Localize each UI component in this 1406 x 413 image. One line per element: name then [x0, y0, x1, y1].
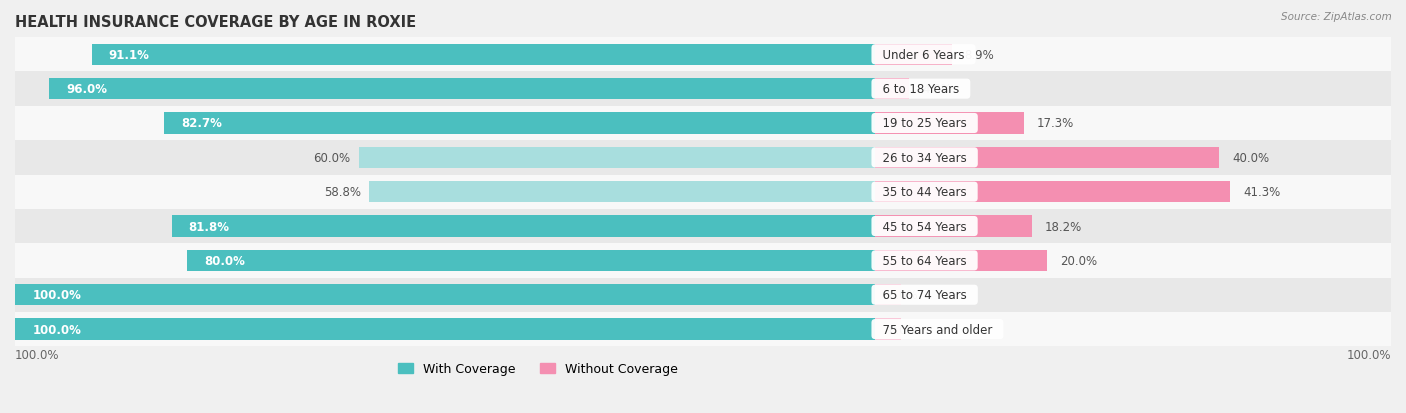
Text: 0.0%: 0.0% — [889, 289, 918, 301]
Bar — [187, 250, 875, 271]
Text: 40.0%: 40.0% — [1232, 152, 1270, 164]
Text: 65 to 74 Years: 65 to 74 Years — [875, 289, 974, 301]
Text: 41.3%: 41.3% — [1243, 186, 1281, 199]
Bar — [15, 319, 875, 340]
Bar — [875, 182, 1230, 203]
Bar — [875, 285, 901, 306]
Text: 58.8%: 58.8% — [323, 186, 361, 199]
Text: 8.9%: 8.9% — [965, 49, 994, 62]
Bar — [15, 285, 875, 306]
Text: 82.7%: 82.7% — [181, 117, 222, 130]
Text: 35 to 44 Years: 35 to 44 Years — [875, 186, 974, 199]
Bar — [15, 141, 1391, 175]
Bar — [875, 319, 901, 340]
Bar — [875, 45, 952, 66]
Bar — [875, 216, 1032, 237]
Text: 91.1%: 91.1% — [108, 49, 149, 62]
Bar — [49, 79, 875, 100]
Legend: With Coverage, Without Coverage: With Coverage, Without Coverage — [392, 357, 683, 380]
Bar — [15, 107, 1391, 141]
Text: 100.0%: 100.0% — [32, 323, 82, 336]
Text: 19 to 25 Years: 19 to 25 Years — [875, 117, 974, 130]
Text: 4.0%: 4.0% — [922, 83, 952, 96]
Bar — [15, 312, 1391, 347]
Text: 100.0%: 100.0% — [1347, 348, 1391, 361]
Bar — [172, 216, 875, 237]
Text: Under 6 Years: Under 6 Years — [875, 49, 972, 62]
Bar — [370, 182, 875, 203]
Text: 80.0%: 80.0% — [204, 254, 245, 267]
Bar — [15, 278, 1391, 312]
Text: 0.0%: 0.0% — [889, 323, 918, 336]
Bar — [15, 175, 1391, 209]
Text: 100.0%: 100.0% — [32, 289, 82, 301]
Text: 75 Years and older: 75 Years and older — [875, 323, 1000, 336]
Text: 18.2%: 18.2% — [1045, 220, 1081, 233]
Bar — [15, 38, 1391, 72]
Text: 26 to 34 Years: 26 to 34 Years — [875, 152, 974, 164]
Bar — [875, 250, 1047, 271]
Text: 81.8%: 81.8% — [188, 220, 229, 233]
Text: 6 to 18 Years: 6 to 18 Years — [875, 83, 967, 96]
Text: 55 to 64 Years: 55 to 64 Years — [875, 254, 974, 267]
Bar — [875, 79, 910, 100]
Text: 20.0%: 20.0% — [1060, 254, 1097, 267]
Text: 100.0%: 100.0% — [15, 348, 59, 361]
Bar — [163, 113, 875, 134]
Text: 96.0%: 96.0% — [66, 83, 108, 96]
Text: Source: ZipAtlas.com: Source: ZipAtlas.com — [1281, 12, 1392, 22]
Bar — [15, 72, 1391, 107]
Text: 60.0%: 60.0% — [314, 152, 350, 164]
Bar — [875, 113, 1024, 134]
Bar — [91, 45, 875, 66]
Bar — [15, 244, 1391, 278]
Text: 45 to 54 Years: 45 to 54 Years — [875, 220, 974, 233]
Text: 17.3%: 17.3% — [1036, 117, 1074, 130]
Text: HEALTH INSURANCE COVERAGE BY AGE IN ROXIE: HEALTH INSURANCE COVERAGE BY AGE IN ROXI… — [15, 15, 416, 30]
Bar — [359, 147, 875, 169]
Bar — [15, 209, 1391, 244]
Bar — [875, 147, 1219, 169]
